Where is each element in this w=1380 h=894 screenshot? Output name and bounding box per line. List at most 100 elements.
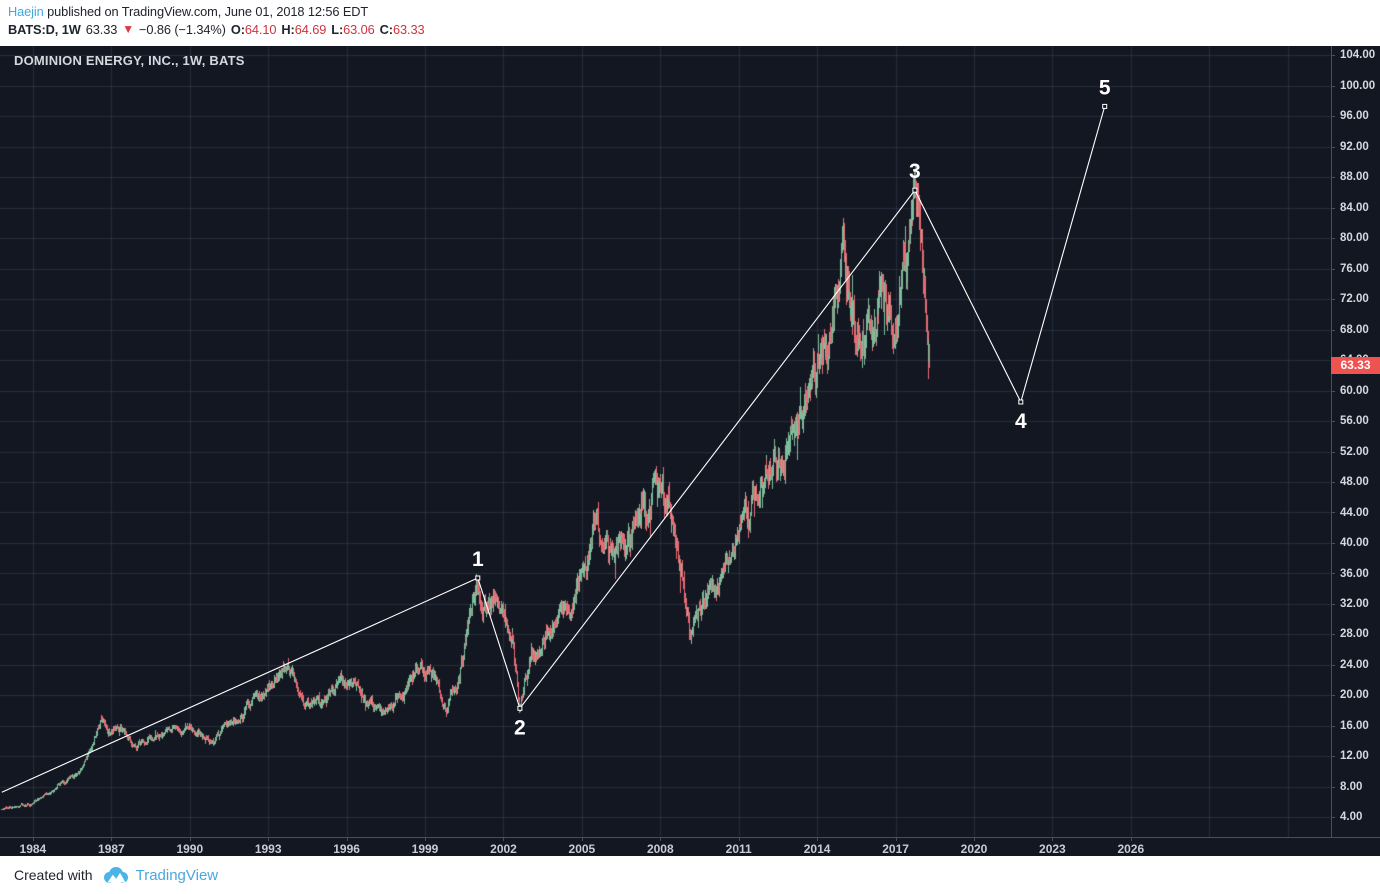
tradingview-brand-link[interactable]: TradingView bbox=[135, 866, 219, 884]
y-axis-tick bbox=[1331, 787, 1335, 788]
y-axis-label: 104.00 bbox=[1340, 49, 1376, 62]
wave-anchor-marker[interactable] bbox=[475, 575, 481, 581]
y-axis-label: 84.00 bbox=[1340, 201, 1369, 214]
y-axis-tick bbox=[1331, 208, 1335, 209]
y-axis-tick bbox=[1331, 55, 1335, 56]
symbol-line: BATS:D, 1W 63.33 ▼ −0.86 (−1.34%) O:64.10 H:6… bbox=[8, 22, 425, 37]
x-axis-tick bbox=[582, 837, 583, 841]
y-axis-tick bbox=[1331, 665, 1335, 666]
x-axis-label: 2017 bbox=[882, 842, 909, 856]
y-axis-label: 88.00 bbox=[1340, 171, 1369, 184]
x-axis-label: 2005 bbox=[568, 842, 596, 856]
y-axis-label: 60.00 bbox=[1340, 384, 1369, 397]
x-axis-tick bbox=[739, 837, 740, 841]
x-axis-tick bbox=[190, 837, 191, 841]
open-label: O: bbox=[230, 22, 245, 37]
x-axis-label: 2002 bbox=[490, 842, 517, 856]
x-axis-tick bbox=[268, 837, 269, 841]
wave-anchor-marker[interactable] bbox=[912, 187, 918, 193]
y-axis-label: 40.00 bbox=[1340, 537, 1369, 549]
x-axis-tick bbox=[425, 837, 426, 841]
x-axis-label: 2011 bbox=[725, 842, 752, 856]
y-axis-tick bbox=[1331, 177, 1335, 178]
y-axis-tick bbox=[1331, 756, 1335, 757]
high-value: 64.69 bbox=[294, 22, 327, 37]
y-axis-label: 80.00 bbox=[1340, 232, 1369, 245]
publish-line: Haejin published on TradingView.com, Jun… bbox=[8, 4, 368, 19]
close-value: 63.33 bbox=[392, 22, 425, 37]
x-axis-label: 2023 bbox=[1039, 842, 1066, 856]
price-axis[interactable]: 104.00 100.00 96.00 92.00 88.00 84.00 80.00 76.… bbox=[1331, 46, 1380, 837]
low-label: L: bbox=[331, 22, 344, 37]
y-axis-tick bbox=[1331, 299, 1335, 300]
y-axis-tick bbox=[1331, 634, 1335, 635]
x-axis-label: 2026 bbox=[1117, 842, 1145, 856]
author-link[interactable]: Haejin bbox=[8, 4, 44, 19]
y-axis-label: 56.00 bbox=[1340, 415, 1369, 428]
y-axis-label: 8.00 bbox=[1340, 780, 1363, 793]
close-label: C: bbox=[379, 22, 393, 37]
y-axis-tick bbox=[1331, 147, 1335, 148]
y-axis-tick bbox=[1331, 604, 1335, 605]
y-axis-tick bbox=[1331, 391, 1335, 392]
created-with-text: Created with bbox=[14, 867, 93, 883]
wave-anchor-marker[interactable] bbox=[1018, 399, 1024, 405]
time-axis[interactable]: 1984 1987 1990 1993 1996 1999 2002 2005 2008 2011… bbox=[0, 837, 1380, 856]
y-axis-tick bbox=[1331, 573, 1335, 574]
y-axis-tick bbox=[1331, 543, 1335, 544]
change-value: −0.86 (−1.34%) bbox=[139, 22, 226, 37]
y-axis-label: 24.00 bbox=[1340, 658, 1369, 671]
chart-title: DOMINION ENERGY, INC., 1W, BATS bbox=[14, 53, 245, 68]
y-axis-label: 68.00 bbox=[1340, 323, 1369, 336]
footer: Created with TradingView bbox=[0, 856, 1380, 894]
y-axis-tick bbox=[1331, 695, 1335, 696]
y-axis-tick bbox=[1331, 116, 1335, 117]
x-axis-tick bbox=[896, 837, 897, 841]
y-axis-label: 28.00 bbox=[1340, 628, 1369, 641]
x-axis-label: 2020 bbox=[960, 842, 988, 856]
tradingview-logo-icon bbox=[103, 866, 128, 883]
y-axis-tick bbox=[1331, 512, 1335, 513]
x-axis-tick bbox=[974, 837, 975, 841]
x-axis-tick bbox=[347, 837, 348, 841]
x-axis-tick bbox=[1131, 837, 1132, 841]
y-axis-label: 52.00 bbox=[1340, 445, 1369, 458]
wave-label-1: 1 bbox=[472, 548, 484, 571]
attribution-header: Haejin published on TradingView.com, Jun… bbox=[0, 0, 1380, 46]
x-axis-label: 1987 bbox=[98, 842, 125, 856]
last-price: 63.33 bbox=[85, 22, 118, 37]
x-axis-tick bbox=[111, 837, 112, 841]
last-price-tag: 63.33 bbox=[1331, 357, 1380, 374]
wave-anchor-marker[interactable] bbox=[517, 705, 523, 711]
y-axis-label: 96.00 bbox=[1340, 110, 1369, 123]
y-axis-tick bbox=[1331, 269, 1335, 270]
x-axis-label: 1999 bbox=[411, 842, 439, 856]
symbol-label: BATS:D, 1W bbox=[8, 22, 81, 37]
y-axis-label: 12.00 bbox=[1340, 750, 1369, 763]
y-axis-label: 48.00 bbox=[1340, 476, 1369, 488]
y-axis-label: 16.00 bbox=[1340, 719, 1369, 732]
y-axis-tick bbox=[1331, 86, 1335, 87]
y-axis-label: 44.00 bbox=[1340, 506, 1369, 519]
open-value: 64.10 bbox=[244, 22, 277, 37]
y-axis-label: 92.00 bbox=[1340, 140, 1369, 153]
y-axis-label: 36.00 bbox=[1340, 567, 1369, 580]
chart-area: 1 2 3 4 5 DOMINION ENERGY, INC., 1W, BATS 10… bbox=[0, 46, 1380, 856]
elliott-wave-line[interactable] bbox=[1, 106, 1106, 793]
x-axis-label: 1996 bbox=[333, 842, 360, 856]
publish-text: published on TradingView.com, June 01, 2… bbox=[43, 4, 369, 19]
x-axis-label: 1990 bbox=[176, 842, 204, 856]
wave-label-2: 2 bbox=[514, 716, 526, 739]
candlestick-canvas[interactable] bbox=[0, 46, 1331, 837]
y-axis-tick bbox=[1331, 452, 1335, 453]
y-axis-tick bbox=[1331, 421, 1335, 422]
y-axis-label: 100.00 bbox=[1340, 79, 1376, 92]
y-axis-tick bbox=[1331, 817, 1335, 818]
wave-anchor-marker[interactable] bbox=[1102, 103, 1108, 109]
x-axis-label: 1984 bbox=[19, 842, 47, 856]
y-axis-tick bbox=[1331, 726, 1335, 727]
x-axis-tick bbox=[1052, 837, 1053, 841]
x-axis-label: 1993 bbox=[254, 842, 282, 856]
low-value: 63.06 bbox=[343, 22, 375, 37]
x-axis-tick bbox=[660, 837, 661, 841]
